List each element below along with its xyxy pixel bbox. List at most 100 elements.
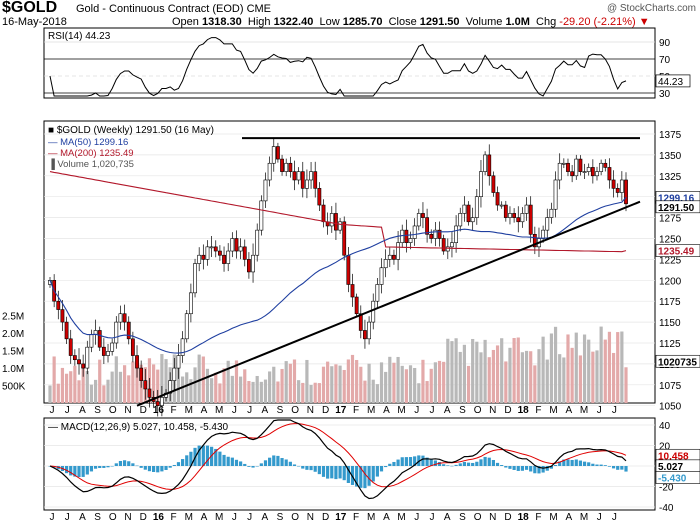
macd-histogram-bar xyxy=(263,460,268,466)
macd-histogram-bar xyxy=(98,466,102,469)
macd-histogram-bar xyxy=(309,466,313,471)
volume-bar xyxy=(611,352,616,403)
price-x-label: S xyxy=(94,405,101,416)
volume-bar xyxy=(210,378,214,403)
price-x-label: M xyxy=(580,405,588,416)
rsi-tick-label: 70 xyxy=(659,55,671,66)
volume-bar xyxy=(131,361,135,403)
candle-body xyxy=(176,355,181,369)
macd-histogram-bar xyxy=(176,462,181,466)
volume-bar xyxy=(359,366,363,403)
candle-body xyxy=(267,162,272,181)
macd-histogram-bar xyxy=(392,461,396,466)
candle-body xyxy=(491,175,496,193)
macd-x-label: M xyxy=(215,512,223,523)
volume-bar xyxy=(529,351,533,403)
volume-bar xyxy=(93,379,98,403)
macd-histogram-bar xyxy=(558,461,562,466)
macd-histogram-bar xyxy=(102,466,106,468)
volume-bar xyxy=(483,339,487,403)
volume-bar xyxy=(69,371,73,403)
candle-body xyxy=(288,162,293,172)
candle-body xyxy=(429,234,434,239)
volume-bar xyxy=(574,332,578,403)
volume-bar xyxy=(118,371,123,403)
candle-body xyxy=(578,158,583,172)
volume-bar xyxy=(259,381,263,403)
candle-body xyxy=(309,171,313,181)
macd-histogram-bar xyxy=(255,466,259,467)
ma50-badge-label: 1299.16 xyxy=(658,193,695,204)
macd-line xyxy=(49,419,627,500)
candle-body xyxy=(582,171,587,173)
macd-x-label: J xyxy=(247,512,252,523)
candle-body xyxy=(292,171,297,181)
candle-body xyxy=(64,321,69,340)
macd-histogram-bar xyxy=(355,466,359,487)
volume-bar xyxy=(595,350,599,403)
price-tick-label: 1175 xyxy=(659,297,681,308)
candle-body xyxy=(234,238,239,252)
price-tick-label: 1225 xyxy=(659,255,682,266)
volume-bar xyxy=(114,356,118,403)
candle-body xyxy=(68,338,73,356)
macd-histogram-bar xyxy=(384,466,388,468)
volume-bar xyxy=(284,361,288,403)
candle-body xyxy=(561,162,566,165)
quote-line: Open 1318.30 High 1322.40 Low 1285.70 Cl… xyxy=(172,16,650,28)
volume-bar xyxy=(512,337,516,403)
macd-histogram-bar xyxy=(541,466,545,473)
macd-x-label: J xyxy=(414,512,419,523)
candle-body xyxy=(624,179,628,205)
candle-body xyxy=(516,217,521,223)
price-tick-label: 1250 xyxy=(659,235,682,246)
macd-histogram-bar xyxy=(305,466,309,470)
volume-bar xyxy=(350,354,355,403)
macd-x-label: 16 xyxy=(153,512,165,523)
candle-body xyxy=(603,162,608,168)
candle-body xyxy=(520,213,525,223)
volume-bar xyxy=(508,347,512,403)
macd-signal-badge-label: 10.458 xyxy=(658,451,689,462)
candle-body xyxy=(89,334,94,348)
macd-x-label: S xyxy=(459,512,466,523)
macd-x-label: N xyxy=(124,512,131,523)
macd-hist-badge-label: -5.430 xyxy=(658,474,687,485)
macd-histogram-bar xyxy=(603,465,607,466)
candle-body xyxy=(479,171,483,197)
volume-bar xyxy=(450,341,454,403)
macd-histogram-bar xyxy=(524,466,529,470)
volume-bar xyxy=(558,354,562,403)
candle-body xyxy=(342,221,347,256)
ma200-badge xyxy=(655,244,700,257)
macd-histogram-bar xyxy=(280,458,284,466)
candle-body xyxy=(205,246,210,260)
macd-histogram-bar xyxy=(404,457,408,466)
volume-bar xyxy=(56,383,60,403)
volume-bar xyxy=(442,361,446,403)
price-x-label: M xyxy=(549,405,557,416)
volume-bar xyxy=(106,379,110,403)
candle-body xyxy=(437,229,442,239)
volume-bar xyxy=(110,371,114,403)
candle-body xyxy=(495,192,500,206)
ma50-line xyxy=(49,197,627,354)
volume-bar xyxy=(280,368,284,403)
macd-x-label: F xyxy=(353,512,359,523)
volume-bar xyxy=(102,385,106,403)
macd-histogram-bar xyxy=(616,466,620,470)
price-x-label: A xyxy=(261,405,268,416)
candle-body xyxy=(404,229,409,243)
candle-body xyxy=(503,204,508,218)
candle-body xyxy=(81,363,86,369)
macd-histogram-bar xyxy=(93,466,98,469)
candle-body xyxy=(462,204,467,214)
volume-bar xyxy=(226,360,230,403)
macd-histogram-bar xyxy=(458,463,462,466)
volume-bar xyxy=(346,359,350,403)
price-x-label: D xyxy=(140,405,147,416)
volume-bar xyxy=(549,333,554,403)
macd-histogram-bar xyxy=(268,457,272,466)
volume-bar xyxy=(301,382,305,403)
candle-body xyxy=(247,259,251,273)
